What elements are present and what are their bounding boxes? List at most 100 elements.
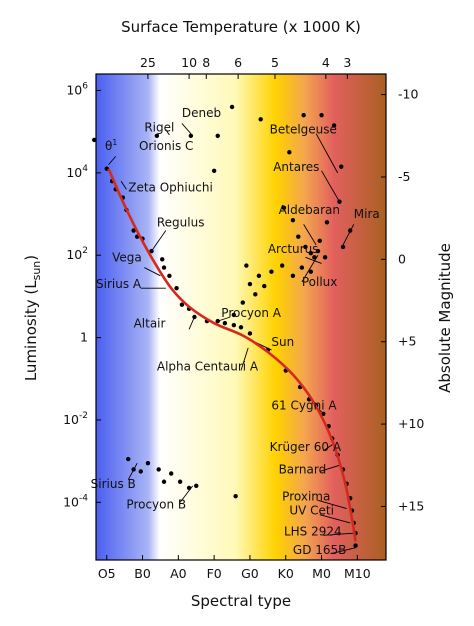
star-label: Altair xyxy=(134,316,166,330)
main-sequence-line xyxy=(107,168,357,542)
star-point xyxy=(340,244,346,250)
chart-title: Surface Temperature (x 1000 K) xyxy=(121,18,361,36)
right-tick-label: -10 xyxy=(398,87,418,102)
leader-line xyxy=(317,499,347,509)
leader-line xyxy=(217,316,231,322)
y-tick-label: 10-2 xyxy=(63,411,88,427)
star-point xyxy=(240,300,245,305)
leader-line xyxy=(319,464,340,472)
x-axis-label: Spectral type xyxy=(191,592,291,610)
star-point xyxy=(331,123,337,128)
leader-line xyxy=(323,532,354,536)
leader-line xyxy=(144,267,161,277)
right-axis-label: Absolute Magnitude xyxy=(436,243,454,393)
right-tick-label: +10 xyxy=(398,416,424,431)
star-point xyxy=(312,255,317,260)
star-label: Procyon B xyxy=(126,498,186,512)
star-point xyxy=(126,456,131,462)
star-point xyxy=(290,273,296,279)
plot-frame xyxy=(95,73,387,561)
star-label: UV Ceti xyxy=(289,504,334,518)
star-point xyxy=(262,283,267,289)
star-point xyxy=(222,320,228,326)
star-label: Orionis C xyxy=(139,139,193,153)
star-point xyxy=(179,302,185,307)
leader-line xyxy=(301,254,319,283)
y-axis-label-sub: sun xyxy=(30,261,43,281)
star-point xyxy=(308,250,314,256)
star-label: Sun xyxy=(271,335,294,349)
x-tick-label: K0 xyxy=(278,566,294,581)
right-tick-label: +5 xyxy=(398,334,416,349)
star-point xyxy=(247,331,253,336)
star-point xyxy=(256,273,262,279)
star-label: Proxima xyxy=(282,489,330,503)
leader-line xyxy=(120,180,127,190)
star-point xyxy=(188,133,194,138)
star-point xyxy=(339,164,344,169)
leader-line xyxy=(323,444,333,452)
star-point xyxy=(194,483,199,489)
star-point xyxy=(269,269,274,274)
y-tick-label: 106 xyxy=(66,81,88,97)
x-tick-label: B0 xyxy=(134,566,151,581)
star-point xyxy=(161,479,167,484)
star-label: Alpha Centauri A xyxy=(157,360,259,374)
main-sequence-layer xyxy=(107,168,357,542)
stars-layer xyxy=(92,104,358,548)
star-point xyxy=(279,263,285,268)
x-tick-label: M10 xyxy=(344,566,371,581)
star-point xyxy=(321,411,326,416)
star-point xyxy=(231,312,237,318)
star-point xyxy=(131,228,136,233)
star-point xyxy=(145,461,151,466)
star-label: Mira xyxy=(354,207,380,221)
top-tick-label: 3 xyxy=(343,55,351,70)
star-label: LHS 2924 xyxy=(284,524,342,538)
star-point xyxy=(319,112,324,118)
star-label: 61 Cygni A xyxy=(271,399,337,413)
leader-line xyxy=(165,129,170,136)
y-tick-label: 1 xyxy=(80,330,88,345)
leader-line xyxy=(330,547,356,555)
leader-line xyxy=(319,514,351,524)
top-tick-label: 10 xyxy=(181,55,197,70)
leader-line xyxy=(127,462,138,480)
leader-lines-layer xyxy=(108,123,356,555)
star-point xyxy=(168,471,174,476)
star-label: Aldebaran xyxy=(279,203,340,217)
star-point xyxy=(353,543,358,548)
star-point xyxy=(156,467,161,472)
star-point xyxy=(253,292,258,297)
star-point xyxy=(324,220,330,225)
x-tick-label: F0 xyxy=(207,566,222,581)
star-label: Procyon A xyxy=(221,306,281,320)
star-label: Barnard xyxy=(279,463,327,477)
star-point xyxy=(308,269,314,274)
top-tick-label: 8 xyxy=(202,55,210,70)
leader-line xyxy=(321,170,340,202)
leader-line xyxy=(181,123,192,135)
top-tick-label: 6 xyxy=(234,55,242,70)
leader-line xyxy=(315,133,339,174)
star-label: Sirius B xyxy=(91,477,136,491)
leader-line xyxy=(188,316,195,330)
star-point xyxy=(92,137,97,143)
star-label: Betelgeuse xyxy=(270,123,337,137)
star-point xyxy=(247,281,253,287)
right-tick-label: -5 xyxy=(398,169,410,184)
star-point xyxy=(174,285,179,291)
leader-line xyxy=(154,133,159,137)
star-point xyxy=(215,133,220,138)
star-label: Zeta Ophiuchi xyxy=(128,180,213,194)
y-axis-label: Luminosity (Lsun) xyxy=(22,255,43,381)
star-point xyxy=(244,263,249,268)
x-tick-label: M0 xyxy=(312,566,331,581)
leader-line xyxy=(151,230,167,252)
star-label: Sirius A xyxy=(96,277,142,291)
leader-line xyxy=(108,156,117,165)
star-point xyxy=(138,469,143,474)
star-point xyxy=(299,265,305,270)
star-label: Vega xyxy=(112,250,142,264)
